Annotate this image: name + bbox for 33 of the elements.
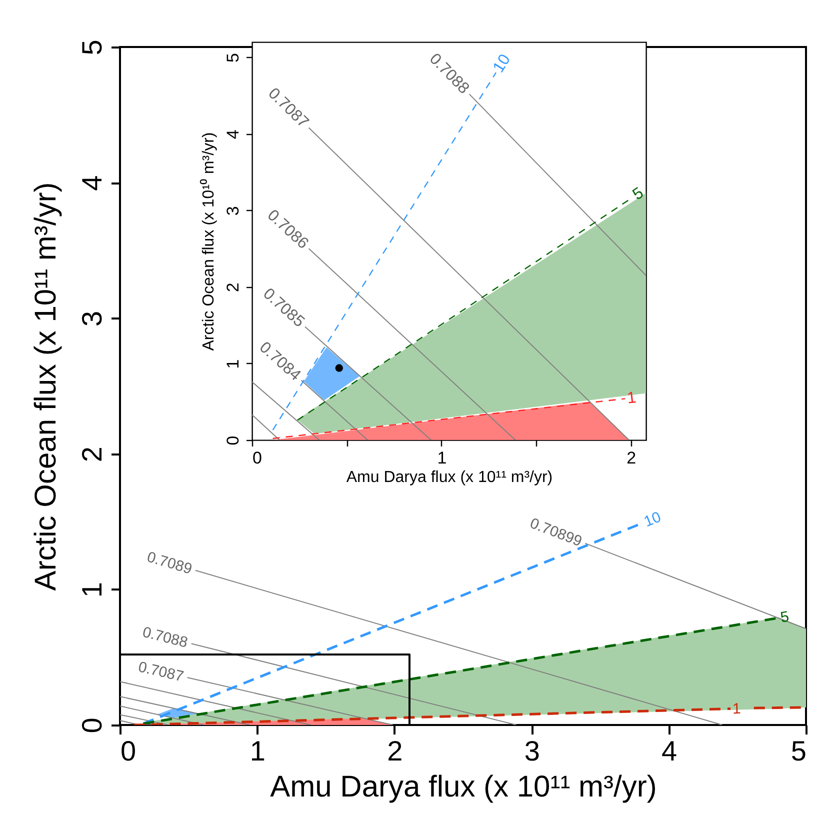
text: 10 (490, 52, 514, 76)
y-tick-label: 0 (224, 436, 242, 446)
y-axis-title: Arctic Ocean flux (x 10¹¹ m³/yr) (30, 182, 62, 591)
x-tick-label: 2 (387, 736, 403, 766)
x-tick-label: 5 (790, 736, 806, 766)
text: 0.7089 (145, 548, 194, 578)
text: 10 (642, 508, 664, 531)
text: 5 (779, 608, 790, 626)
y-tick-label: 2 (224, 282, 242, 292)
x-tick-label: 2 (626, 448, 636, 468)
y-tick-label: 3 (224, 206, 242, 216)
y-tick-label: 1 (76, 582, 108, 598)
y-tick-label: 4 (224, 130, 242, 140)
series-label: 1 (732, 700, 742, 718)
y-tick-label: 0 (76, 718, 108, 734)
y-tick-label: 3 (76, 310, 108, 326)
y-tick-label: 4 (76, 175, 108, 191)
x-axis-title: Amu Darya flux (x 10¹¹ m³/yr) (270, 770, 657, 804)
x-tick-label: 4 (662, 736, 678, 766)
y-tick-label: 5 (224, 53, 242, 63)
text: 0.7087 (136, 658, 186, 686)
y-tick-label: 1 (224, 359, 242, 369)
x-tick-label: 0 (120, 736, 136, 766)
x-tick-label: 1 (437, 448, 447, 468)
x-axis-title: Amu Darya flux (x 10¹¹ m³/yr) (346, 469, 553, 486)
text: 0.7088 (140, 624, 190, 652)
text: 1 (626, 389, 638, 408)
text: 5 (630, 184, 647, 204)
x-tick-label: 1 (250, 736, 266, 766)
y-axis-title: Arctic Ocean flux (x 10¹⁰ m³/yr) (200, 132, 218, 351)
y-tick-label: 5 (76, 40, 108, 56)
x-tick-label: 0 (252, 448, 262, 468)
x-tick-label: 3 (524, 736, 540, 766)
